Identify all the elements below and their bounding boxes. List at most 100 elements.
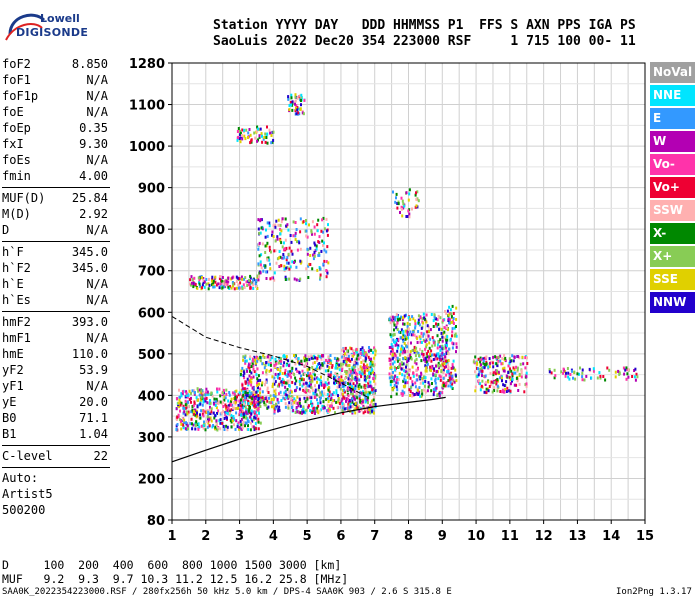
echo-point [311,365,314,369]
echo-point [179,395,181,399]
echo-point [327,381,330,385]
echo-point [238,399,241,403]
echo-point [235,411,238,415]
param-value: 345.0 [71,245,108,259]
echo-point [285,266,288,270]
echo-point [249,378,252,382]
echo-point [446,343,448,347]
echo-point [200,389,203,393]
echo-point [185,390,188,394]
echo-point [294,102,296,106]
echo-point [282,396,285,400]
echo-point [491,361,494,365]
echo-point [417,318,420,322]
echo-point [349,405,352,409]
echo-point [250,421,252,425]
echo-point [400,196,403,200]
echo-point [450,385,453,389]
echo-point [314,390,317,394]
echo-point [183,418,186,422]
echo-point [335,364,337,368]
echo-point [305,234,308,238]
echo-point [220,401,223,405]
echo-point [427,358,430,362]
x-tick-label: 3 [235,529,244,544]
echo-point [442,376,445,380]
echo-point [241,134,243,137]
echo-point [313,377,316,381]
echo-point [246,284,249,287]
param-row: MUF(D) 25.84 [2,190,110,206]
echo-point [291,402,294,406]
echo-point [260,132,263,136]
echo-point [369,411,372,415]
echo-point [354,411,357,415]
echo-point [425,369,428,373]
echo-point [430,369,433,372]
echo-point [398,330,400,334]
echo-point [440,331,443,335]
echo-point [353,365,356,369]
echo-point [478,370,481,374]
echo-point [325,358,327,362]
echo-point [239,401,242,405]
echo-point [259,219,262,223]
echo-point [370,357,373,361]
echo-point [392,190,394,194]
echo-point [509,382,512,386]
echo-point [200,398,203,402]
echo-point [336,366,339,370]
echo-point [207,282,210,286]
echo-point [412,372,415,376]
echo-point [243,286,246,289]
echo-point [341,355,344,359]
echo-point [441,362,444,366]
echo-point [256,384,259,387]
echo-point [198,425,201,429]
echo-point [436,369,438,373]
echo-point [366,363,369,367]
echo-point [176,415,179,419]
echo-point [496,384,499,388]
echo-point [319,382,322,386]
echo-point [284,368,287,372]
echo-point [407,336,410,340]
echo-point [445,365,447,369]
echo-point [248,411,251,415]
echo-point [553,376,556,380]
echo-point [296,395,299,399]
echo-point [337,381,340,385]
echo-point [207,410,210,414]
echo-point [353,377,356,381]
param-row: foEp 0.35 [2,120,110,136]
param-row: foE N/A [2,104,110,120]
echo-point [428,341,431,345]
echo-point [321,362,324,366]
param-label: h`F [2,245,24,259]
echo-point [511,377,514,381]
y-tick-label: 600 [138,306,165,321]
echo-point [184,403,187,407]
echo-point [269,262,271,266]
echo-point [363,369,366,373]
echo-point [326,245,329,249]
echo-point [336,385,339,389]
echo-point [360,375,363,379]
echo-point [227,406,230,410]
echo-point [357,409,360,413]
echo-point [224,396,227,400]
echo-point [262,269,265,273]
echo-point [313,250,316,254]
echo-point [313,361,316,364]
echo-point [453,333,456,337]
echo-point [326,233,329,237]
echo-point [246,394,249,398]
echo-point [438,366,440,370]
echo-point [278,361,281,365]
echo-point [356,372,359,376]
echo-point [364,391,367,395]
echo-point [223,428,226,431]
echo-point [276,397,279,401]
echo-point [391,387,394,391]
echo-point [245,411,248,415]
